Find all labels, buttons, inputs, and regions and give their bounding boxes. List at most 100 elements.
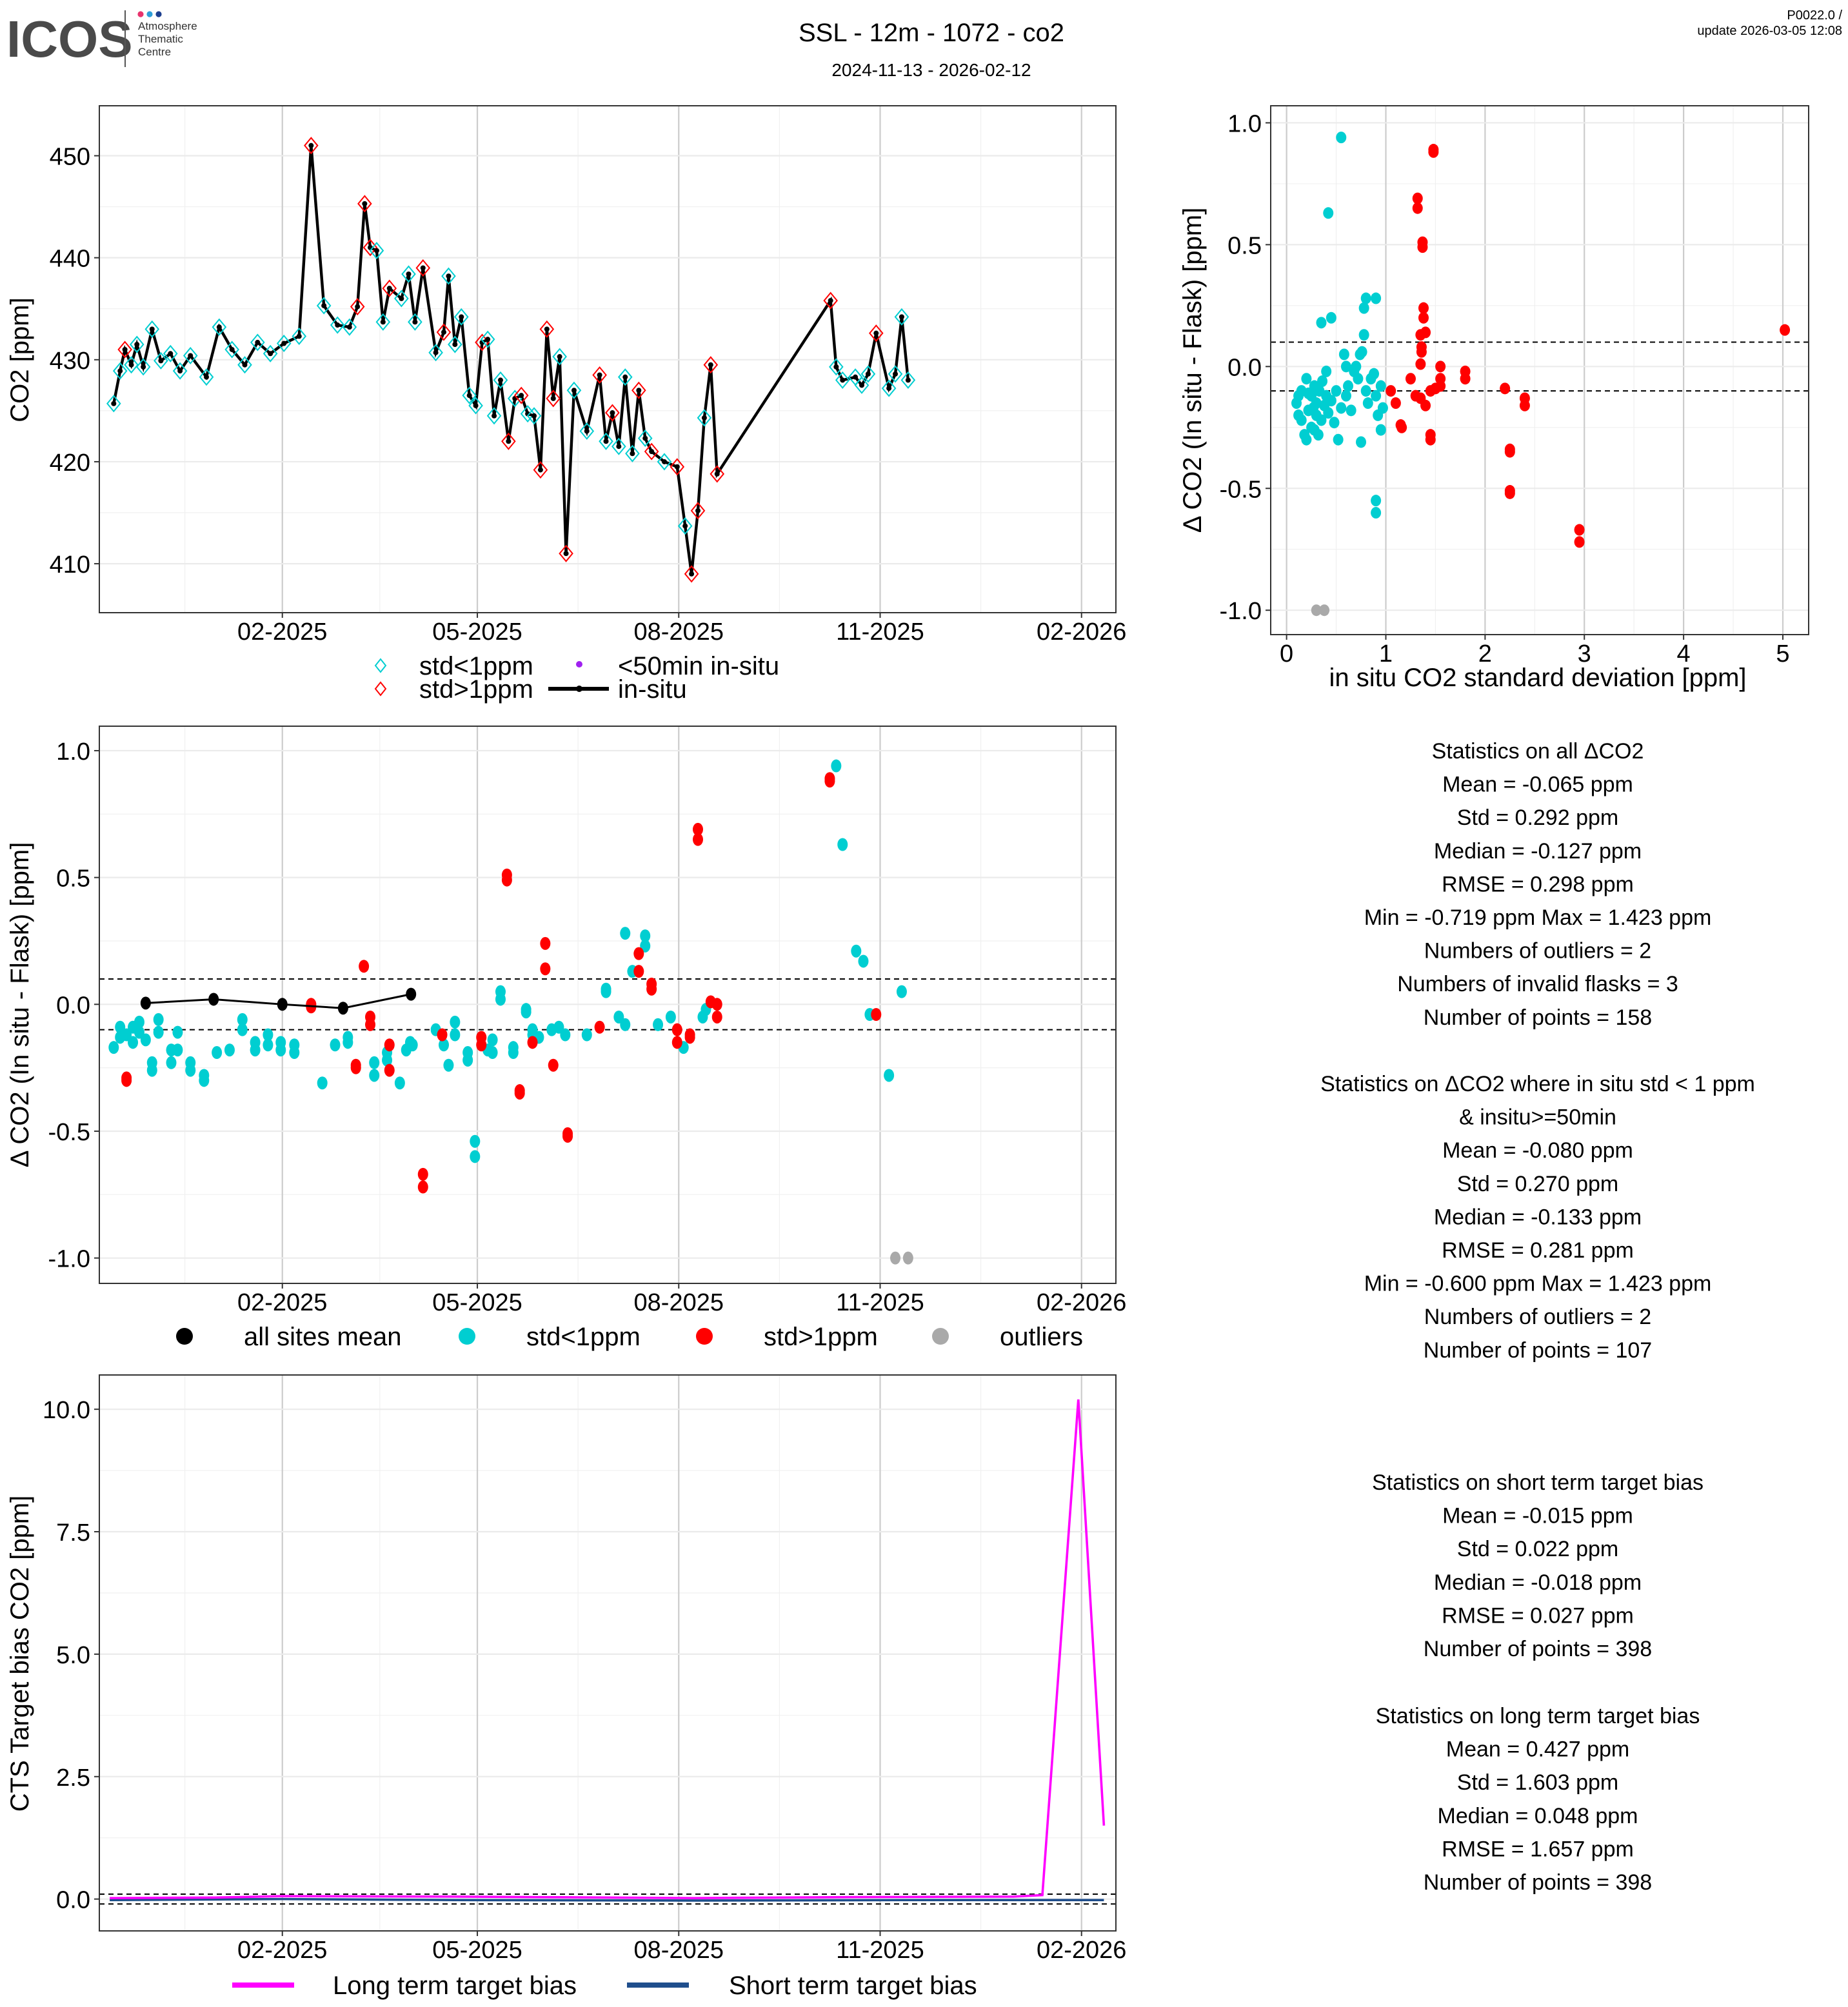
in-situ-point — [557, 354, 562, 360]
delta-point — [417, 1180, 428, 1194]
y-tick-label: 0.0 — [56, 1887, 90, 1914]
flask-diamond — [441, 267, 456, 285]
delta-point — [450, 1015, 461, 1029]
flask-diamond — [644, 442, 659, 460]
scatter-point — [1311, 604, 1322, 617]
scatter-point — [1358, 329, 1369, 341]
delta-point — [594, 1020, 605, 1034]
delta-point — [902, 1251, 913, 1265]
delta-point — [407, 1038, 418, 1052]
delta-point — [693, 833, 704, 846]
flask-diamond — [394, 290, 409, 308]
x-tick-label: 02-2026 — [1037, 1289, 1126, 1316]
in-situ-point — [406, 271, 412, 277]
stat-line: RMSE = 0.027 ppm — [1442, 1603, 1634, 1628]
delta-point — [115, 1020, 126, 1034]
flask-diamond — [316, 297, 332, 315]
all-sites-mean-point — [337, 1002, 348, 1015]
flask-diamond — [468, 397, 483, 415]
delta-point — [394, 1076, 405, 1090]
flask-diamond — [823, 292, 838, 310]
y-tick-label: -0.5 — [1220, 476, 1262, 503]
x-tick-label: 02-2025 — [237, 1937, 327, 1964]
delta-point — [224, 1043, 235, 1057]
flask-diamond — [869, 324, 884, 342]
scatter-point — [1390, 397, 1401, 410]
in-situ-point — [584, 428, 590, 434]
scatter-point — [1293, 390, 1304, 402]
delta-point — [508, 1041, 519, 1054]
x-tick-label: 11-2025 — [836, 1289, 924, 1316]
flask-diamond — [369, 242, 384, 260]
x-tick-label: 2 — [1478, 640, 1492, 667]
in-situ-point — [335, 322, 341, 328]
delta-point — [250, 1043, 261, 1057]
stat-line: Mean = -0.015 ppm — [1442, 1504, 1633, 1528]
in-situ-point — [433, 350, 439, 355]
stat-line: Std = 0.022 ppm — [1457, 1537, 1618, 1561]
delta-timeseries-chart: 02-2025 05-2025 08-2025 11-2025 02-2026 -1.0 -… — [48, 726, 1126, 1316]
delta-point — [365, 1018, 376, 1031]
flask-diamond — [292, 327, 307, 345]
plot-border — [1270, 105, 1809, 635]
x-tick-label: 4 — [1677, 640, 1691, 667]
scatter-point — [1326, 311, 1336, 324]
x-tick-label: 02-2025 — [237, 1289, 327, 1316]
delta-point — [646, 982, 657, 996]
flask-diamond — [854, 376, 869, 394]
y-tick-label: 0.0 — [1227, 354, 1262, 381]
flask-diamond — [480, 330, 495, 348]
flask-diamond — [592, 366, 607, 384]
stat-line: Mean = -0.080 ppm — [1442, 1138, 1633, 1163]
scatter-point — [1362, 397, 1373, 410]
stat-line: Number of points = 398 — [1424, 1637, 1652, 1661]
scatter-point — [1336, 132, 1347, 144]
co2-timeseries-chart: 02-2025 05-2025 08-2025 11-2025 02-2026 410 42… — [50, 105, 1126, 646]
y-axis-title: Δ CO2 (In situ - Flask) [ppm] — [1178, 208, 1207, 533]
in-situ-point — [122, 346, 128, 352]
delta-point — [237, 1013, 248, 1026]
delta-point — [439, 1038, 450, 1052]
delta-point — [199, 1074, 210, 1087]
delta-point — [487, 1046, 498, 1060]
all-sites-mean-point — [277, 998, 288, 1011]
x-tick-label: 02-2025 — [237, 618, 327, 646]
legend-dot-purple — [576, 661, 582, 667]
icos-logo: ICOS Atmosphere Thematic Centre — [6, 10, 197, 68]
scatter-point — [1428, 144, 1439, 156]
x-tick-label: 11-2025 — [836, 1937, 924, 1964]
delta-point — [671, 1023, 682, 1036]
y-tick-label: 420 — [50, 450, 90, 477]
scatter-point — [1500, 382, 1511, 395]
delta-point — [275, 1036, 286, 1049]
legend-label: std<1ppm — [526, 1323, 641, 1351]
in-situ-point — [355, 304, 361, 310]
delta-point — [665, 1010, 676, 1023]
flask-diamond — [144, 320, 160, 338]
in-situ-point — [865, 371, 871, 377]
scatter-point — [1412, 192, 1423, 204]
legend-label: in-situ — [618, 675, 687, 704]
y-tick-label: 10.0 — [43, 1397, 90, 1424]
flask-diamond — [154, 351, 168, 370]
in-situ-point — [571, 388, 577, 393]
stat-line: Mean = -0.065 ppm — [1442, 773, 1633, 797]
in-situ-point — [597, 372, 602, 378]
scatter-point — [1360, 385, 1371, 397]
flask-diamond — [357, 195, 372, 213]
delta-point — [185, 1056, 196, 1069]
delta-point — [350, 1061, 361, 1074]
legend-diamond-cyan — [374, 658, 387, 673]
x-tick-label: 08-2025 — [634, 1937, 724, 1964]
x-axis-title: in situ CO2 standard deviation [ppm] — [1329, 664, 1746, 692]
delta-point — [289, 1046, 300, 1060]
flask-diamond — [894, 308, 909, 326]
delta-point — [212, 1046, 223, 1060]
x-tick-label: 05-2025 — [432, 1937, 522, 1964]
all-sites-mean-point — [208, 993, 219, 1006]
in-situ-point — [296, 333, 302, 339]
y-tick-label: 5.0 — [56, 1642, 90, 1669]
in-situ-point — [168, 351, 174, 357]
x-tick-label: 3 — [1578, 640, 1591, 667]
flask-diamond — [117, 341, 132, 359]
